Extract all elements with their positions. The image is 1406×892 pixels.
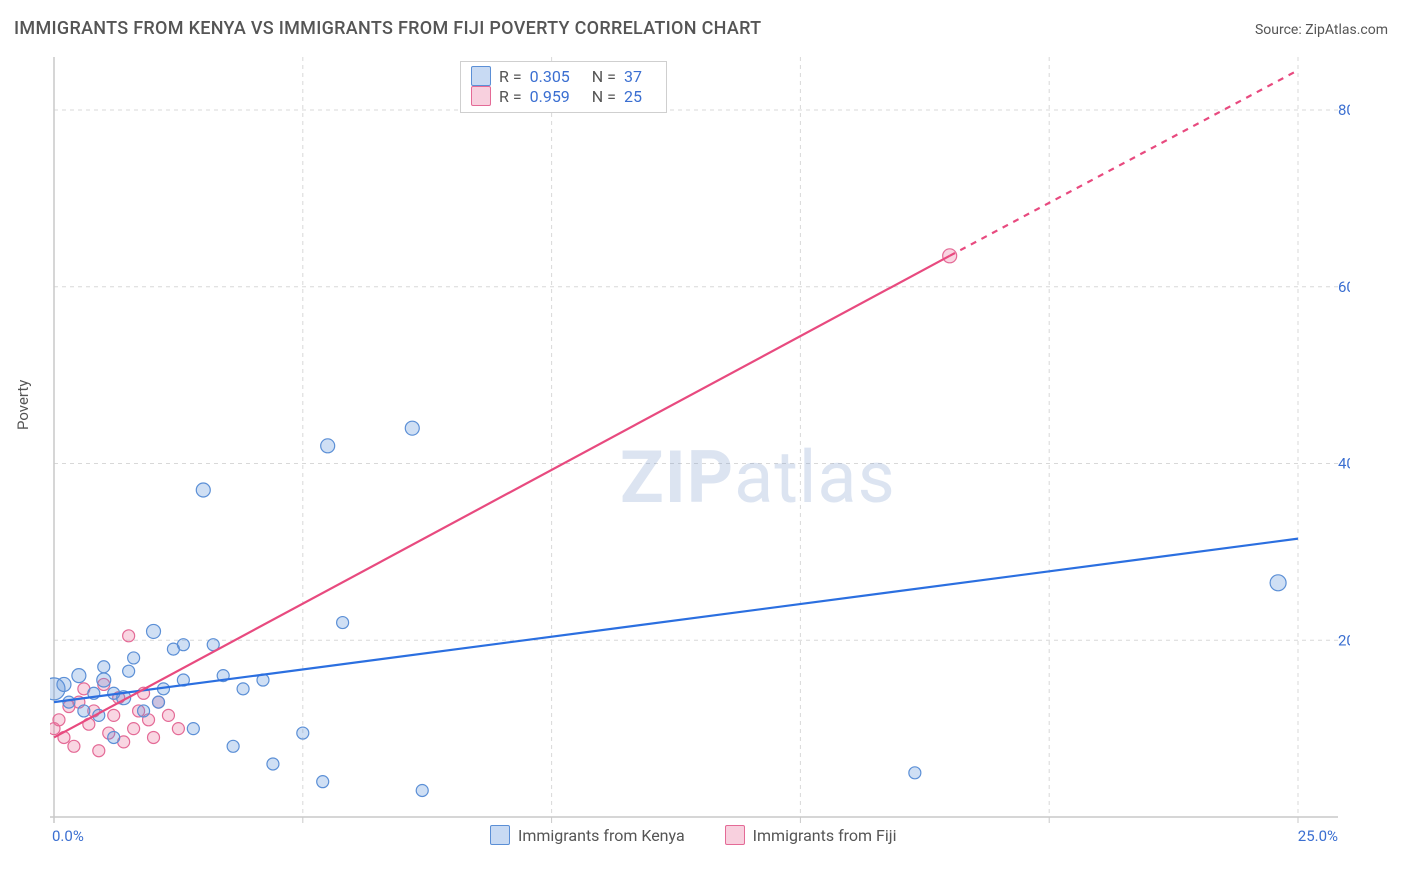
corr-row-kenya: R = 0.305 N = 37 [471,66,656,86]
point-fiji [68,740,80,752]
point-kenya [138,705,150,717]
x-tick-label: 0.0% [52,827,84,845]
point-kenya [196,483,210,497]
chart-container: 20.0%40.0%60.0%80.0%0.0%25.0% ZIPatlas R… [50,55,1350,845]
point-kenya [97,673,111,687]
legend-swatch-kenya [490,825,510,845]
point-fiji [172,723,184,735]
source-label: Source: [1255,22,1302,38]
point-kenya [57,677,71,691]
point-kenya [227,740,239,752]
source-value: ZipAtlas.com [1305,22,1388,38]
y-tick-label: 80.0% [1338,101,1350,119]
n-label-fiji: N = [592,87,616,106]
r-value-fiji: 0.959 [530,87,570,106]
n-value-kenya: 37 [624,67,642,86]
point-kenya [108,731,120,743]
point-kenya [405,421,419,435]
source-attribution: Source: ZipAtlas.com [1255,22,1388,38]
point-fiji [123,630,135,642]
point-kenya [297,727,309,739]
bottom-legend: Immigrants from Kenya Immigrants from Fi… [490,825,896,845]
point-fiji [162,709,174,721]
point-kenya [237,683,249,695]
point-fiji [128,723,140,735]
point-kenya [63,696,75,708]
trend-fiji-dash [950,70,1298,256]
n-label-kenya: N = [592,67,616,86]
point-kenya [337,617,349,629]
point-fiji [53,714,65,726]
correlation-legend: R = 0.305 N = 37 R = 0.959 N = 25 [460,61,667,113]
trend-fiji-solid [54,256,950,738]
y-axis-label: Poverty [14,380,32,430]
point-kenya [416,784,428,796]
point-kenya [152,696,164,708]
point-fiji [148,731,160,743]
point-kenya [1270,575,1286,591]
point-kenya [147,624,161,638]
r-label-kenya: R = [499,67,522,86]
n-value-fiji: 25 [624,87,642,106]
point-kenya [321,439,335,453]
y-tick-label: 40.0% [1338,455,1350,473]
legend-label-kenya: Immigrants from Kenya [518,826,685,845]
r-value-kenya: 0.305 [530,67,570,86]
legend-item-fiji: Immigrants from Fiji [725,825,897,845]
legend-item-kenya: Immigrants from Kenya [490,825,685,845]
point-kenya [72,669,86,683]
corr-row-fiji: R = 0.959 N = 25 [471,86,656,106]
legend-swatch-fiji [725,825,745,845]
x-tick-label: 25.0% [1298,827,1338,845]
r-label-fiji: R = [499,87,522,106]
point-kenya [187,723,199,735]
chart-title: IMMIGRANTS FROM KENYA VS IMMIGRANTS FROM… [14,18,761,39]
trend-kenya [54,539,1298,702]
point-fiji [108,709,120,721]
y-tick-label: 60.0% [1338,278,1350,296]
point-kenya [267,758,279,770]
chart-svg: 20.0% 40.0% 60.0% 80.0% 0.0% 25.0% [50,55,1350,845]
swatch-pink [471,86,491,106]
y-tick-label: 20.0% [1338,631,1350,649]
point-kenya [317,776,329,788]
point-kenya [123,665,135,677]
legend-label-fiji: Immigrants from Fiji [753,826,897,845]
point-kenya [909,767,921,779]
point-kenya [128,652,140,664]
swatch-blue [471,66,491,86]
point-kenya [98,661,110,673]
point-kenya [177,639,189,651]
point-kenya [78,705,90,717]
point-fiji [93,745,105,757]
